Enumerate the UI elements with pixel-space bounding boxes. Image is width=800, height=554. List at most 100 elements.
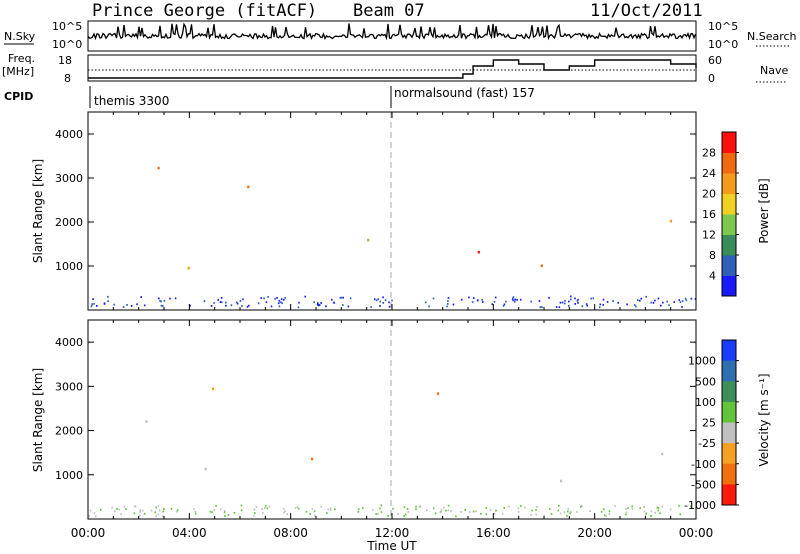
clutter-cell xyxy=(160,304,163,307)
clutter-cell xyxy=(357,510,360,513)
clutter-cell xyxy=(309,513,312,515)
clutter-cell xyxy=(640,297,643,300)
clutter-cell xyxy=(558,306,561,309)
clutter-cell xyxy=(223,511,226,514)
clutter-cell xyxy=(235,301,238,304)
clutter-cell xyxy=(327,508,330,511)
clutter-cell xyxy=(426,509,428,511)
clutter-cell xyxy=(645,295,647,298)
sky-trace xyxy=(87,22,697,41)
colorbar-tick-label: 16 xyxy=(702,208,716,221)
clutter-cell xyxy=(265,301,268,304)
clutter-cell xyxy=(284,510,286,513)
clutter-cell xyxy=(475,510,477,513)
clutter-cell xyxy=(203,300,206,302)
beam-label: Beam 07 xyxy=(353,1,425,21)
clutter-cell xyxy=(557,509,559,512)
clutter-cell xyxy=(278,299,281,302)
range-tick-label: 4000 xyxy=(55,128,83,141)
range-tick-label: 3000 xyxy=(55,380,83,393)
clutter-cell xyxy=(116,508,118,510)
clutter-cell xyxy=(673,301,675,303)
clutter-cell xyxy=(415,508,417,511)
clutter-cell xyxy=(519,298,522,301)
clutter-cell xyxy=(139,511,141,513)
sky-frame xyxy=(87,20,697,52)
clutter-cell xyxy=(625,513,627,516)
clutter-cell xyxy=(262,512,264,514)
clutter-cell xyxy=(255,506,258,508)
echo-cell xyxy=(436,392,440,395)
clutter-cell xyxy=(375,513,377,515)
clutter-cell xyxy=(447,297,450,299)
power-colorbar: 4 8 12 16 20 24 28 xyxy=(702,131,739,297)
clutter-cell xyxy=(380,504,383,507)
clutter-cell xyxy=(239,300,242,302)
clutter-cell xyxy=(455,515,457,518)
clutter-cell xyxy=(89,509,92,512)
clutter-cell xyxy=(377,298,380,301)
colorbar-tick-label: -25 xyxy=(698,437,716,450)
clutter-cell xyxy=(388,305,391,308)
clutter-cell xyxy=(555,306,558,308)
clutter-cell xyxy=(495,509,497,512)
time-tick-label: 16:00 xyxy=(476,526,511,540)
clutter-cell xyxy=(590,297,592,300)
clutter-cell xyxy=(589,510,591,513)
clutter-cell xyxy=(304,295,306,298)
echo-cell xyxy=(204,467,207,471)
clutter-cell xyxy=(362,507,364,509)
clutter-cell xyxy=(491,303,494,306)
colorbar-swatch xyxy=(722,422,736,444)
clutter-cell xyxy=(126,304,128,306)
clutter-cell xyxy=(535,508,537,511)
range-tick-label: 2000 xyxy=(55,216,83,229)
clutter-cell xyxy=(503,303,506,306)
clutter-cell xyxy=(626,303,628,306)
clutter-cell xyxy=(340,296,343,299)
clutter-cell xyxy=(517,510,520,513)
colorbar-tick-label: 100 xyxy=(695,396,716,409)
colorbar-tick-label: -1000 xyxy=(684,499,716,512)
clutter-cell xyxy=(690,297,693,300)
clutter-cell xyxy=(480,512,482,515)
clutter-cell xyxy=(253,514,255,517)
clutter-cell xyxy=(563,511,566,514)
clutter-cell xyxy=(569,512,571,514)
sky-right-label: N.Search xyxy=(747,30,797,43)
clutter-cell xyxy=(240,509,243,512)
clutter-cell xyxy=(424,301,427,304)
echo-cell xyxy=(247,185,250,189)
clutter-cell xyxy=(606,301,609,303)
x-axis-ticks: 00:00 04:00 08:00 12:00 16:00 20:00 00:00 xyxy=(71,112,713,540)
freq-unit-label: [MHz] xyxy=(2,65,34,78)
clutter-cell xyxy=(90,305,93,308)
clutter-cell xyxy=(120,513,122,515)
clutter-cell xyxy=(586,304,588,307)
clutter-cell xyxy=(94,515,97,518)
clutter-cell xyxy=(660,304,662,307)
clutter-cell xyxy=(570,298,572,301)
clutter-cell xyxy=(246,305,249,308)
clutter-cell xyxy=(503,507,505,509)
clutter-cell xyxy=(136,303,138,306)
clutter-cell xyxy=(96,305,98,307)
clutter-cell xyxy=(233,511,236,514)
clutter-cell xyxy=(282,508,285,510)
clutter-cell xyxy=(570,511,572,513)
clutter-cell xyxy=(650,510,653,513)
clutter-cell xyxy=(220,301,223,304)
clutter-cell xyxy=(111,506,113,509)
clutter-cell xyxy=(564,299,566,302)
clutter-cell xyxy=(516,299,518,301)
time-tick-label: 04:00 xyxy=(172,526,207,540)
clutter-cell xyxy=(482,301,484,303)
clutter-cell xyxy=(494,296,497,299)
clutter-cell xyxy=(257,302,260,305)
colorbar-tick-label: 8 xyxy=(709,249,716,262)
clutter-cell xyxy=(512,296,515,299)
clutter-cell xyxy=(316,303,319,306)
clutter-cell xyxy=(357,508,360,511)
nave-trace xyxy=(88,59,697,79)
clutter-cell xyxy=(652,302,655,304)
